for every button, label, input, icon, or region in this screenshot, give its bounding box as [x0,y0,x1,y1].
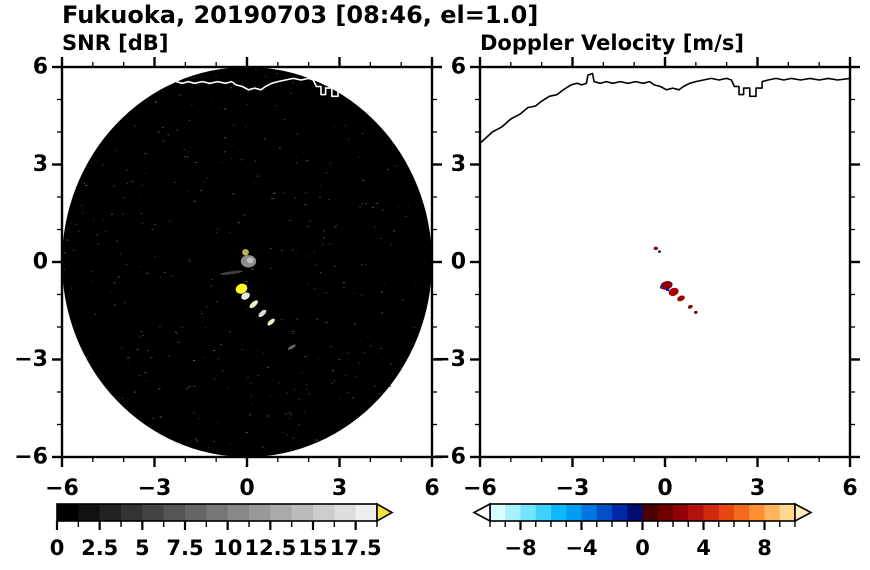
velocity-panel-title: Doppler Velocity [m/s] [480,31,744,55]
svg-text:0: 0 [50,536,64,560]
colorbar-ticks [489,521,796,530]
velocity-echoes [653,246,698,314]
svg-text:7.5: 7.5 [166,536,203,560]
echo [267,318,275,326]
svg-text:6: 6 [451,55,466,80]
svg-text:6: 6 [424,476,439,501]
snr-plot-border [60,65,434,459]
snr-plot: −6 −3 0 3 6 −6 −3 0 3 6 [14,55,442,501]
coastline [62,72,432,144]
echo [660,281,673,290]
svg-text:4: 4 [696,536,711,560]
echo [249,300,258,309]
svg-text:3: 3 [332,476,347,501]
velocity-colorbar: −8 −4 0 4 8 [472,502,813,560]
svg-text:−6: −6 [463,476,497,501]
colorbar-over-arrow [794,502,813,523]
snr-plot-area [62,67,432,457]
noise-speckles [63,69,426,449]
svg-text:0: 0 [239,476,254,501]
svg-text:−3: −3 [14,347,48,372]
figure-title: Fukuoka, 20190703 [08:46, el=1.0] [62,1,539,29]
colorbar-labels: −8 −4 0 4 8 [504,536,771,560]
echo [246,257,254,264]
svg-text:6: 6 [33,55,48,80]
echo [220,270,244,275]
svg-text:−3: −3 [556,476,590,501]
svg-text:−8: −8 [504,536,536,560]
echo [677,295,685,302]
snr-panel-title: SNR [dB] [62,31,169,55]
svg-text:−6: −6 [432,445,466,470]
velocity-plot: −6 −3 0 3 6 −6 −3 0 3 6 [432,55,860,501]
echo [242,249,249,256]
snr-echoes [220,249,296,350]
svg-text:10: 10 [213,536,242,560]
svg-text:−3: −3 [432,347,466,372]
svg-text:0: 0 [635,536,650,560]
colorbar-segments [57,504,378,521]
svg-text:6: 6 [842,476,857,501]
svg-text:8: 8 [757,536,772,560]
echo [287,344,296,350]
svg-text:0: 0 [451,250,466,275]
echo [653,246,658,250]
colorbar-under-arrow [472,502,491,523]
svg-text:12.5: 12.5 [244,536,296,560]
velocity-plot-border [478,65,852,459]
svg-text:0: 0 [33,250,48,275]
svg-text:2.5: 2.5 [81,536,118,560]
svg-text:3: 3 [750,476,765,501]
svg-text:17.5: 17.5 [330,536,382,560]
svg-text:3: 3 [451,152,466,177]
snr-colorbar: 0 2.5 5 7.5 10 12.5 15 17.5 [50,502,394,560]
svg-text:−3: −3 [138,476,172,501]
svg-text:−6: −6 [45,476,79,501]
echo [235,283,248,294]
coastline [480,72,850,144]
colorbar-labels: 0 2.5 5 7.5 10 12.5 15 17.5 [50,536,382,560]
svg-text:3: 3 [33,152,48,177]
velocity-axis-labels: −6 −3 0 3 6 −6 −3 0 3 6 [432,55,857,501]
echo [658,250,661,253]
svg-text:5: 5 [135,536,150,560]
echo [258,309,267,318]
svg-text:15: 15 [298,536,327,560]
velocity-plot-area [480,72,850,314]
svg-text:−4: −4 [565,536,597,560]
colorbar-ticks [55,521,378,530]
echo [687,304,693,309]
snr-axis-labels: −6 −3 0 3 6 −6 −3 0 3 6 [14,55,439,501]
colorbar-segments [490,504,796,521]
echo [659,285,663,289]
echo [694,310,698,314]
echo [668,287,679,296]
echo [241,292,250,300]
colorbar-over-arrow [376,502,394,523]
svg-text:−6: −6 [14,445,48,470]
svg-text:0: 0 [657,476,672,501]
echo [665,288,670,292]
